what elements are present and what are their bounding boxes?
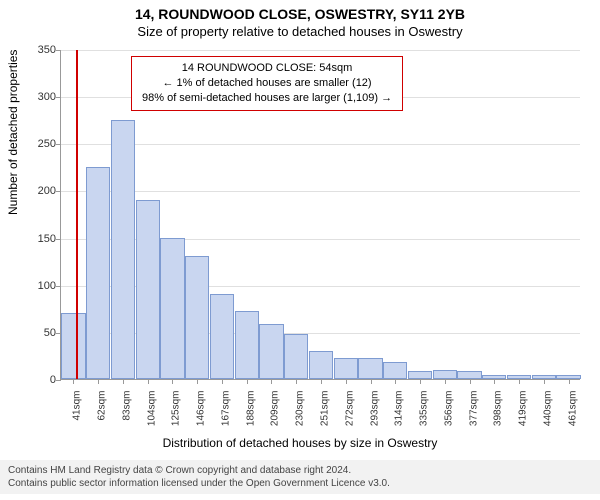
x-tick-mark — [296, 379, 297, 384]
y-tick-mark — [56, 191, 61, 192]
x-tick-mark — [371, 379, 372, 384]
x-tick-mark — [395, 379, 396, 384]
x-tick-label: 41sqm — [72, 391, 83, 421]
x-tick-label: 440sqm — [542, 391, 553, 427]
y-tick-label: 250 — [6, 138, 56, 150]
x-tick-label: 272sqm — [344, 391, 355, 427]
histogram-bar — [334, 358, 358, 379]
x-tick-label: 377sqm — [468, 391, 479, 427]
x-tick-label: 62sqm — [97, 391, 108, 421]
x-tick-mark — [569, 379, 570, 384]
histogram-bar — [61, 313, 85, 379]
y-tick-label: 150 — [6, 233, 56, 245]
x-tick-mark — [445, 379, 446, 384]
x-tick-mark — [519, 379, 520, 384]
grid-line — [61, 50, 580, 51]
y-tick-mark — [56, 286, 61, 287]
x-tick-label: 314sqm — [394, 391, 405, 427]
info-box-line2: ← 1% of detached houses are smaller (12) — [142, 76, 392, 91]
y-tick-label: 350 — [6, 44, 56, 56]
histogram-bar — [433, 370, 457, 379]
histogram-bar — [408, 371, 432, 379]
y-tick-mark — [56, 144, 61, 145]
y-tick-mark — [56, 380, 61, 381]
histogram-bar — [185, 256, 209, 379]
y-tick-mark — [56, 97, 61, 98]
x-tick-mark — [346, 379, 347, 384]
x-tick-label: 335sqm — [419, 391, 430, 427]
y-tick-label: 100 — [6, 280, 56, 292]
x-tick-mark — [321, 379, 322, 384]
x-tick-label: 83sqm — [121, 391, 132, 421]
x-axis-label: Distribution of detached houses by size … — [0, 436, 600, 450]
x-tick-label: 167sqm — [220, 391, 231, 427]
x-tick-mark — [544, 379, 545, 384]
histogram-bar — [210, 294, 234, 379]
x-tick-label: 251sqm — [320, 391, 331, 427]
y-tick-mark — [56, 50, 61, 51]
histogram-bar — [111, 120, 135, 379]
y-tick-label: 200 — [6, 185, 56, 197]
histogram-bar — [284, 334, 308, 379]
x-tick-label: 230sqm — [295, 391, 306, 427]
x-tick-label: 398sqm — [493, 391, 504, 427]
grid-line — [61, 191, 580, 192]
x-tick-label: 125sqm — [171, 391, 182, 427]
footer: Contains HM Land Registry data © Crown c… — [0, 460, 600, 494]
x-tick-label: 188sqm — [245, 391, 256, 427]
x-tick-mark — [271, 379, 272, 384]
histogram-bar — [309, 351, 333, 379]
grid-line — [61, 144, 580, 145]
info-box: 14 ROUNDWOOD CLOSE: 54sqm ← 1% of detach… — [131, 56, 403, 111]
info-box-line3: 98% of semi-detached houses are larger (… — [142, 91, 392, 106]
histogram-bar — [457, 371, 481, 379]
chart-title: 14, ROUNDWOOD CLOSE, OSWESTRY, SY11 2YB — [0, 6, 600, 22]
chart-subtitle: Size of property relative to detached ho… — [0, 24, 600, 39]
x-tick-label: 146sqm — [196, 391, 207, 427]
histogram-bar — [358, 358, 382, 379]
x-tick-label: 104sqm — [146, 391, 157, 427]
x-tick-mark — [494, 379, 495, 384]
info-box-line1: 14 ROUNDWOOD CLOSE: 54sqm — [142, 61, 392, 76]
footer-line1: Contains HM Land Registry data © Crown c… — [8, 464, 592, 477]
histogram-bar — [86, 167, 110, 379]
x-tick-label: 419sqm — [518, 391, 529, 427]
y-tick-label: 0 — [6, 374, 56, 386]
x-tick-mark — [222, 379, 223, 384]
plot-area: 41sqm62sqm83sqm104sqm125sqm146sqm167sqm1… — [60, 50, 580, 380]
x-tick-mark — [73, 379, 74, 384]
x-tick-label: 293sqm — [369, 391, 380, 427]
histogram-bar — [259, 324, 283, 379]
y-tick-label: 50 — [6, 327, 56, 339]
x-tick-mark — [420, 379, 421, 384]
x-tick-label: 356sqm — [443, 391, 454, 427]
y-tick-mark — [56, 239, 61, 240]
chart-container: 14, ROUNDWOOD CLOSE, OSWESTRY, SY11 2YB … — [0, 0, 600, 500]
histogram-bar — [383, 362, 407, 379]
x-tick-mark — [470, 379, 471, 384]
marker-line — [76, 50, 78, 379]
histogram-bar — [160, 238, 184, 379]
x-tick-label: 209sqm — [270, 391, 281, 427]
x-tick-mark — [148, 379, 149, 384]
x-tick-mark — [172, 379, 173, 384]
x-tick-mark — [247, 379, 248, 384]
x-tick-mark — [197, 379, 198, 384]
x-tick-mark — [123, 379, 124, 384]
histogram-bar — [136, 200, 160, 379]
footer-line2: Contains public sector information licen… — [8, 477, 592, 490]
x-tick-mark — [98, 379, 99, 384]
y-tick-label: 300 — [6, 91, 56, 103]
histogram-bar — [235, 311, 259, 379]
x-tick-label: 461sqm — [567, 391, 578, 427]
